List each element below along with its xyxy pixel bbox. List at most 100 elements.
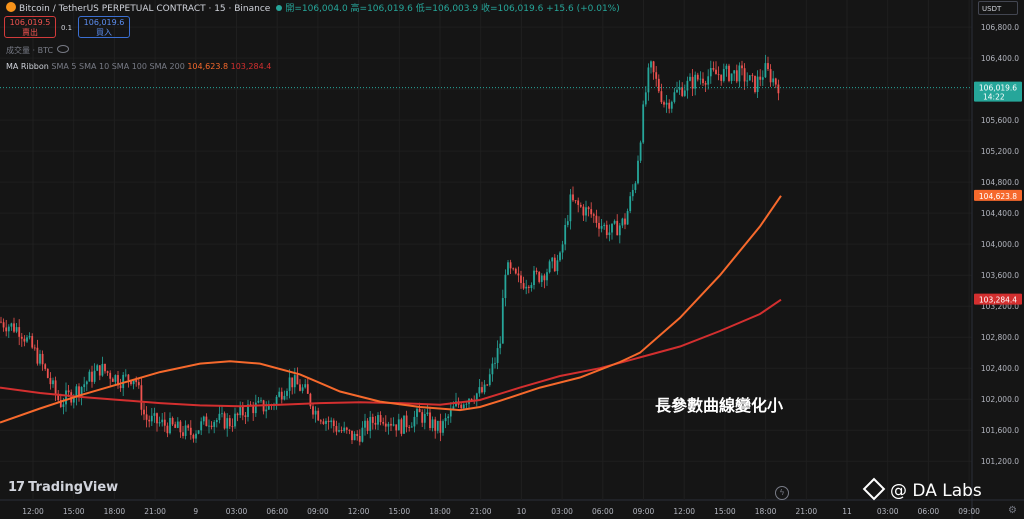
candle-body (369, 416, 372, 431)
candle-body (158, 422, 161, 424)
candle-body (481, 387, 483, 393)
candle-body (288, 377, 291, 391)
candle-body (751, 75, 754, 77)
candle-body (78, 386, 80, 397)
symbol-title[interactable]: Bitcoin / TetherUS PERPETUAL CONTRACT · … (19, 4, 271, 14)
candle-body (488, 374, 491, 385)
candle-body (228, 418, 231, 427)
lightning-icon[interactable]: ϟ (775, 486, 789, 500)
candle-body (657, 78, 660, 92)
candle-body (200, 421, 203, 431)
candle-body (218, 413, 221, 421)
candle-body (275, 396, 278, 405)
candle-body (746, 80, 749, 82)
candle-body (426, 412, 429, 415)
candle-body (702, 78, 704, 84)
candle-body (613, 220, 616, 224)
candle-body (551, 257, 554, 262)
candle-body (20, 336, 23, 339)
x-tick-label: 09:00 (307, 507, 329, 516)
candle-body (49, 377, 52, 385)
candle-body (647, 67, 650, 93)
candle-body (67, 390, 70, 393)
x-tick-label: 09:00 (633, 507, 655, 516)
da-labs-watermark: @ DA Labs (862, 477, 982, 501)
candle-body (436, 420, 439, 431)
candle-body (759, 76, 762, 80)
candle-body (652, 61, 655, 73)
sell-price: 106,019.5 (9, 18, 51, 27)
y-tick-label: 103,600.0 (981, 271, 1019, 280)
x-tick-label: 15:00 (388, 507, 410, 516)
y-tick-label: 106,400.0 (981, 54, 1019, 63)
candle-body (631, 189, 634, 197)
candle-body (208, 425, 210, 427)
candle-body (400, 419, 403, 434)
candle-body (356, 433, 359, 436)
candle-body (309, 393, 312, 407)
candle-body (5, 327, 8, 332)
eye-icon[interactable] (57, 45, 70, 53)
candle-body (148, 419, 151, 422)
x-tick-label: 06:00 (918, 507, 940, 516)
currency-selector[interactable]: USDT (978, 1, 1018, 15)
candle-body (564, 224, 567, 245)
candle-body (634, 183, 637, 190)
candle-body (475, 393, 478, 402)
candle-body (725, 65, 728, 70)
candle-body (345, 427, 348, 430)
candle-body (465, 403, 468, 405)
y-tick-label: 101,200.0 (981, 457, 1019, 466)
candle-body (644, 92, 647, 105)
candle-body (777, 84, 780, 94)
candle-body (179, 421, 182, 433)
indicator-value-1: 104,623.8 (187, 62, 229, 71)
candle-body (265, 409, 268, 412)
candle-body (540, 275, 543, 282)
volume-label: 成交量 · BTC (6, 46, 54, 55)
candle-body (301, 387, 304, 391)
candle-body (538, 272, 541, 282)
candle-body (527, 286, 530, 289)
candle-body (296, 375, 299, 385)
candle-body (10, 323, 13, 327)
candle-body (96, 365, 99, 371)
candle-body (530, 285, 533, 289)
y-tick-label: 104,000.0 (981, 240, 1019, 249)
candle-body (722, 69, 725, 81)
candle-body (98, 365, 101, 376)
candle-body (650, 61, 652, 68)
candle-body (156, 413, 158, 424)
price-label-box (974, 189, 1022, 201)
candle-body (416, 408, 418, 417)
sell-button[interactable]: 106,019.5 賣出 (4, 16, 56, 38)
volume-legend[interactable]: 成交量 · BTC (6, 45, 70, 56)
candle-body (39, 353, 41, 364)
candle-body (715, 69, 717, 75)
candle-body (387, 423, 390, 427)
buy-button[interactable]: 106,019.6 買入 (78, 16, 130, 38)
candle-body (494, 362, 496, 364)
candle-body (231, 426, 234, 428)
candle-body (621, 218, 624, 226)
watermark-text: @ DA Labs (890, 481, 982, 501)
candle-body (525, 286, 528, 289)
x-tick-label: 18:00 (429, 507, 451, 516)
price-label-box (974, 81, 1022, 102)
indicator-legend[interactable]: MA Ribbon SMA 5 SMA 10 SMA 100 SMA 200 1… (6, 62, 271, 71)
candle-body (23, 338, 26, 342)
candle-body (15, 327, 18, 332)
gear-icon[interactable]: ⚙ (1008, 505, 1017, 516)
candle-body (761, 77, 764, 80)
candle-body (106, 371, 109, 373)
candle-body (101, 363, 104, 376)
candle-body (670, 101, 673, 109)
candle-body (384, 423, 387, 427)
candle-body (182, 432, 184, 436)
candle-body (132, 379, 135, 385)
x-tick-label: 18:00 (755, 507, 777, 516)
candle-body (478, 387, 481, 394)
candle-body (65, 390, 67, 405)
candle-body (496, 348, 499, 363)
